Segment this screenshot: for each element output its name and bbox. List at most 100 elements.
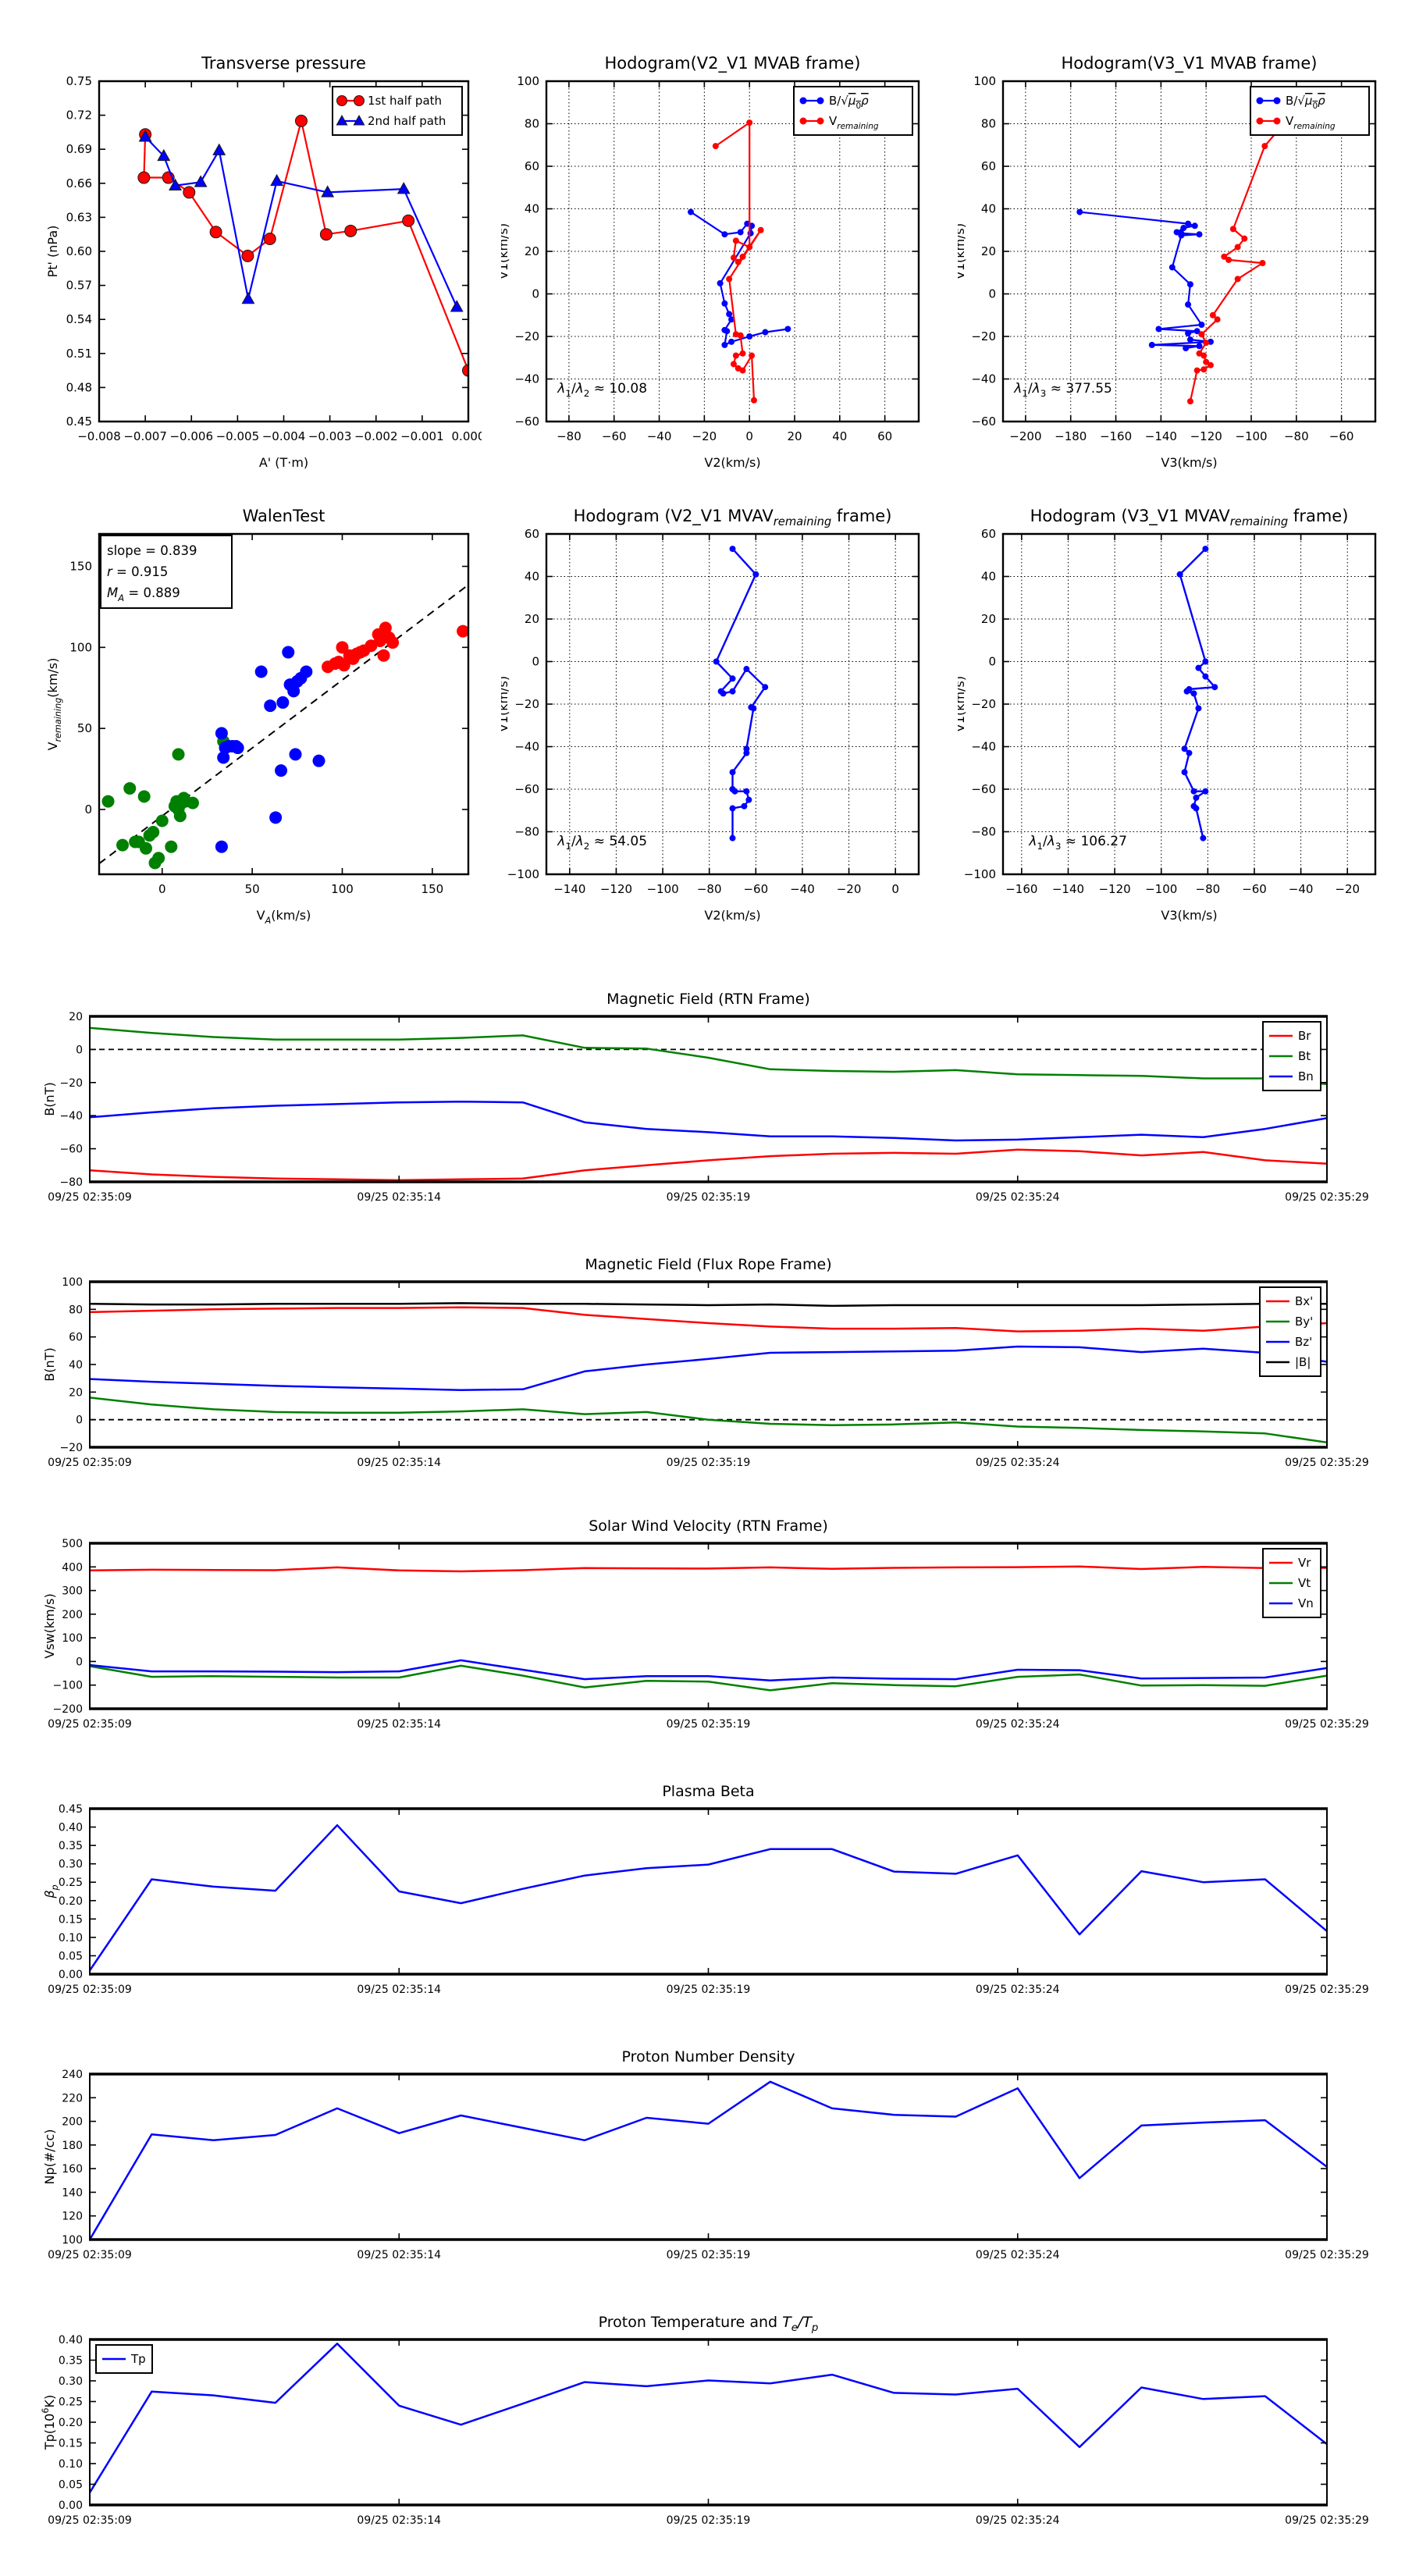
- legend-label: Vt: [1298, 1576, 1311, 1590]
- x-tick-label: 09/25 02:35:14: [357, 2514, 441, 2527]
- x-tick-label: 09/25 02:35:24: [976, 2249, 1060, 2261]
- x-tick-label: −140: [1052, 882, 1084, 896]
- chart-svg-vsw-rtn: 09/25 02:35:09 09/25 02:35:14 09/25 02:35:…: [42, 1517, 1369, 1731]
- x-tick-label: 09/25 02:35:24: [976, 1457, 1060, 1469]
- y-tick-label: 0.57: [66, 279, 92, 293]
- chart-svg-proton-temp: 09/25 02:35:09 09/25 02:35:14 09/25 02:35:…: [41, 2314, 1369, 2527]
- y-axis-label: V1(km/s): [501, 676, 510, 732]
- x-tick-label: −80: [1284, 429, 1309, 443]
- y-tick-label: 20: [69, 1011, 83, 1023]
- legend-box: [332, 86, 463, 136]
- x-tick-label: −160: [1100, 429, 1132, 443]
- y-tick-label: −20: [59, 1442, 83, 1454]
- y-axis-label: V1(km/s): [958, 223, 967, 279]
- chart-plasma-beta: 09/25 02:35:09 09/25 02:35:14 09/25 02:35:…: [39, 1774, 1371, 2018]
- y-tick-label: 60: [981, 527, 996, 541]
- x-axis-label: V3(km/s): [1161, 455, 1217, 470]
- y-tick-label: 100: [69, 640, 92, 654]
- x-tick-label: 09/25 02:35:09: [48, 1191, 132, 1204]
- y-tick-label: 0.35: [59, 2355, 83, 2368]
- y-tick-label: 20: [525, 244, 539, 258]
- x-tick-label: −0.001: [400, 429, 444, 443]
- y-tick-label: 40: [525, 570, 539, 584]
- y-tick-label: 0.25: [59, 2396, 83, 2409]
- stats-line: slope = 0.839: [107, 543, 197, 558]
- x-tick-label: −100: [1145, 882, 1177, 896]
- legend-label: |B|: [1295, 1355, 1311, 1369]
- chart-svg-walen-test: 0 50 100 150 0 50 100 150 WalenTest VA(km/s) Vrema…: [45, 507, 470, 926]
- chart-title: Hodogram(V3_V1 MVAB frame): [1062, 54, 1318, 73]
- y-tick-label: 100: [62, 2234, 83, 2247]
- y-tick-label: −200: [53, 1703, 83, 1716]
- x-tick-label: 09/25 02:35:14: [357, 1457, 441, 1469]
- legend-label: By': [1295, 1315, 1313, 1329]
- y-tick-label: 40: [69, 1359, 83, 1372]
- x-tick-label: −0.002: [354, 429, 398, 443]
- legend-label: Vremaining: [829, 114, 879, 131]
- chart-svg-hod-v3v1-mvav: −160 −140 −120 −100 −80 −60 −40 −20 −100 −80 −60 −4…: [952, 507, 1377, 923]
- y-tick-label: −60: [971, 782, 996, 796]
- y-tick-label: 120: [62, 2211, 83, 2223]
- legend-label: B/√μ0ρ: [1286, 94, 1325, 111]
- legend-box: [1250, 86, 1370, 136]
- y-tick-label: −40: [971, 372, 996, 386]
- y-tick-label: −20: [514, 329, 539, 343]
- x-tick-label: 09/25 02:35:24: [976, 1718, 1060, 1731]
- y-tick-label: 0: [76, 1656, 83, 1668]
- x-tick-label: 09/25 02:35:24: [976, 1984, 1060, 1996]
- y-tick-label: 0.00: [59, 2500, 83, 2512]
- legend-label: Bz': [1295, 1335, 1312, 1349]
- y-tick-label: −100: [53, 1680, 83, 1692]
- y-tick-label: −80: [514, 825, 539, 839]
- y-tick-label: 100: [62, 1276, 83, 1289]
- y-tick-label: 0.30: [59, 1859, 83, 1871]
- chart-svg-mf-rtn: 09/25 02:35:09 09/25 02:35:14 09/25 02:35:…: [42, 991, 1369, 1204]
- y-axis-label: V1(km/s): [958, 676, 967, 732]
- y-axis-label: Np(#/cc): [42, 2129, 57, 2185]
- y-tick-label: −60: [59, 1144, 83, 1156]
- legend-label: Bt: [1298, 1049, 1311, 1063]
- x-tick-label: −60: [602, 429, 627, 443]
- y-tick-label: 40: [525, 202, 539, 216]
- y-axis-label: Tp(106K): [41, 2395, 57, 2450]
- x-tick-label: −60: [1329, 429, 1354, 443]
- y-tick-label: −20: [971, 697, 996, 711]
- y-tick-label: 0: [76, 1044, 83, 1056]
- chart-svg-proton-density: 09/25 02:35:09 09/25 02:35:14 09/25 02:35:…: [42, 2048, 1369, 2261]
- x-tick-label: 0: [158, 882, 166, 896]
- y-tick-label: −60: [971, 415, 996, 429]
- x-tick-label: 09/25 02:35:09: [48, 1457, 132, 1469]
- y-tick-label: 60: [525, 527, 539, 541]
- chart-title: Magnetic Field (RTN Frame): [606, 991, 810, 1008]
- chart-svg-hod-v2v1-mvav: −140 −120 −100 −80 −60 −40 −20 0 −100 −80 −60 −40 −2…: [496, 507, 920, 923]
- chart-title: Proton Temperature and Te/Tp: [599, 2314, 819, 2334]
- y-tick-label: 240: [62, 2069, 83, 2081]
- y-tick-label: 50: [77, 721, 92, 735]
- chart-title: Magnetic Field (Flux Rope Frame): [585, 1256, 831, 1273]
- y-tick-label: 0.25: [59, 1877, 83, 1889]
- x-tick-label: 50: [245, 882, 260, 896]
- y-tick-label: −20: [971, 329, 996, 343]
- x-tick-label: −80: [557, 429, 582, 443]
- legend-label: Vr: [1298, 1556, 1311, 1570]
- y-tick-label: 0.54: [66, 312, 92, 326]
- x-tick-label: −120: [600, 882, 632, 896]
- annotation: λ1/λ3 ≈ 377.55: [1013, 381, 1112, 399]
- stats-line: r = 0.915: [107, 564, 168, 579]
- x-tick-label: 09/25 02:35:09: [48, 1984, 132, 1996]
- x-tick-label: −20: [1335, 882, 1360, 896]
- chart-hodogram-v2v1-mvav: −140 −120 −100 −80 −60 −40 −20 0 −100 −80 −60 −40 −2…: [496, 490, 938, 945]
- x-tick-label: −200: [1009, 429, 1041, 443]
- y-tick-label: 0: [988, 655, 996, 669]
- annotation: λ1/λ2 ≈ 10.08: [557, 381, 647, 399]
- y-tick-label: 300: [62, 1585, 83, 1598]
- y-tick-label: 20: [981, 612, 996, 626]
- x-tick-label: −180: [1055, 429, 1087, 443]
- chart-hodogram-v3v1-mvab: −200 −180 −160 −140 −120 −100 −80 −60 −60 −40 −20 0…: [952, 37, 1395, 492]
- y-tick-label: 0.48: [66, 380, 92, 394]
- y-tick-label: 500: [62, 1538, 83, 1550]
- x-tick-label: 0: [745, 429, 753, 443]
- chart-transverse-pressure: −0.008 −0.007 −0.006 −0.005 −0.004 −0.003 −0.0…: [44, 37, 485, 492]
- legend-label: Bn: [1298, 1069, 1314, 1083]
- chart-title: Hodogram (V2_V1 MVAVremaining frame): [574, 507, 892, 528]
